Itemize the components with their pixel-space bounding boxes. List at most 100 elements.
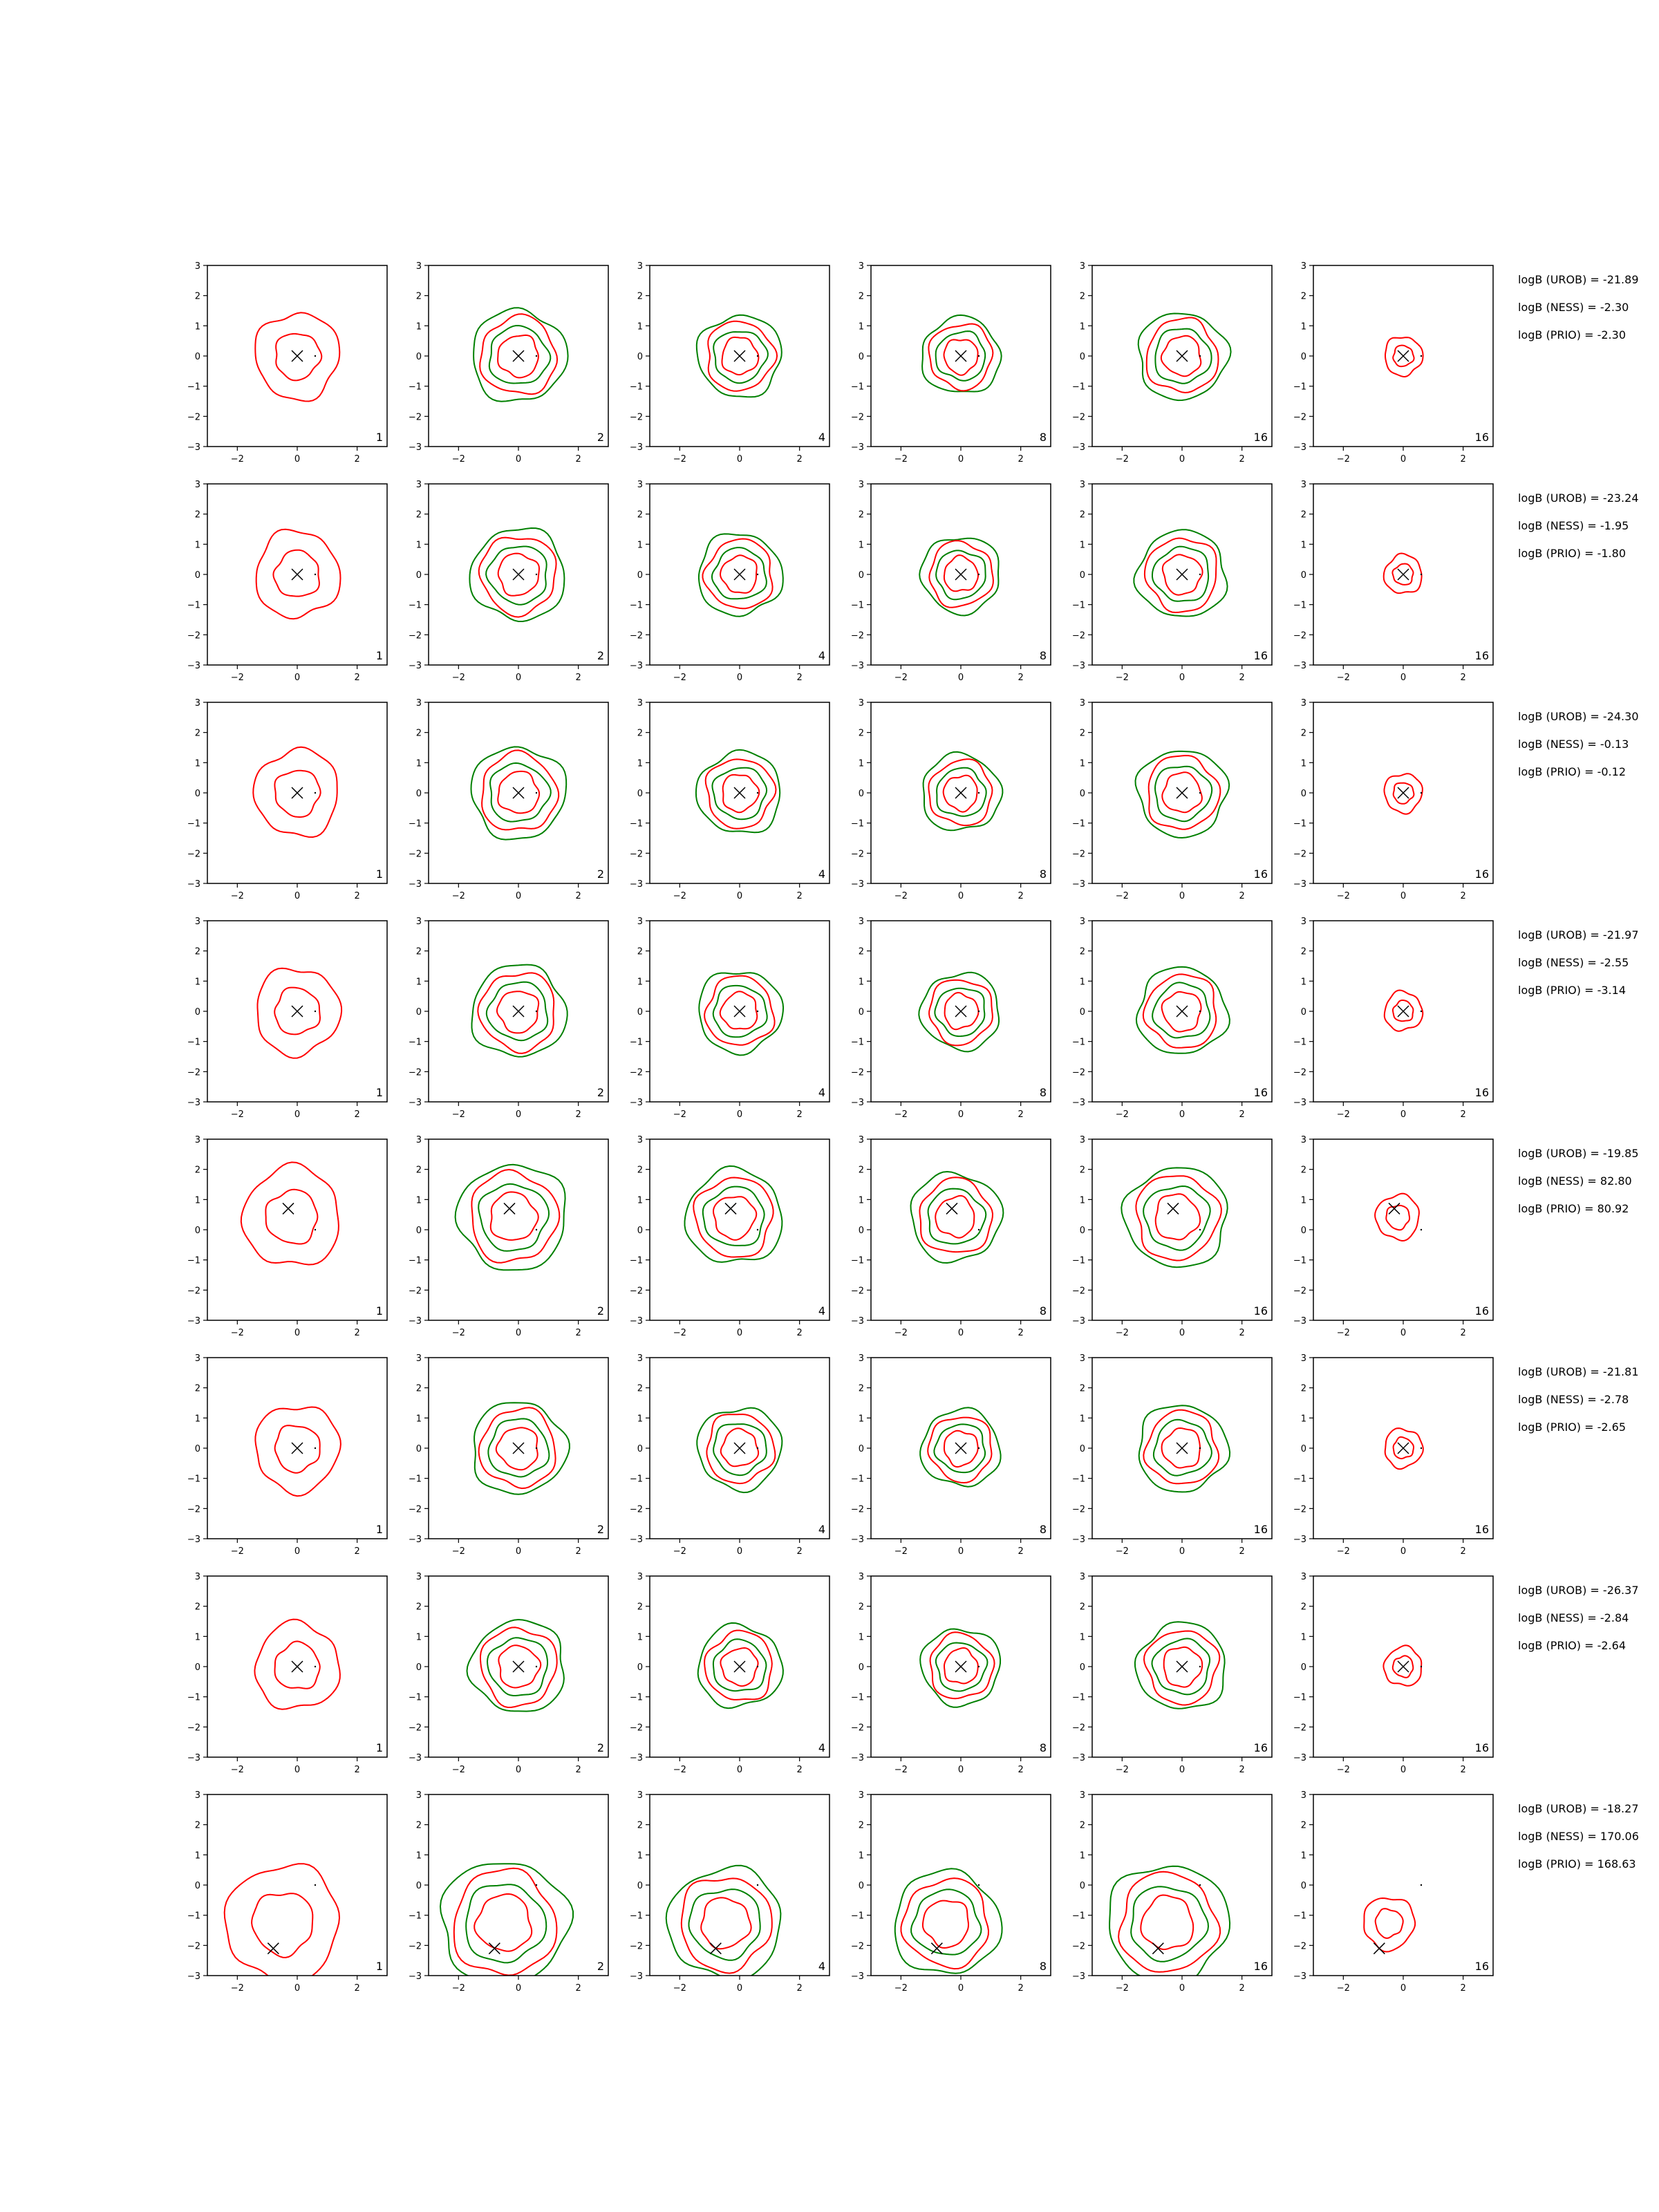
green-contour (697, 1622, 784, 1709)
y-tick-label: −2 (1072, 1723, 1085, 1733)
red-contour (720, 1427, 760, 1468)
x-tick-label: 2 (1239, 891, 1245, 901)
red-contour (275, 332, 323, 382)
y-tick-label: −3 (1072, 1535, 1085, 1545)
subplot-r8-c5: −2 0 2 −3 −2 −1 0 1 2 3 16 (1072, 1790, 1273, 1994)
y-tick-label: −1 (851, 1038, 864, 1048)
y-tick-label: 2 (1301, 292, 1306, 302)
x-tick-label: 0 (294, 454, 300, 465)
x-tick-label: 0 (1400, 1765, 1406, 1775)
y-tick-label: −1 (1293, 601, 1306, 611)
y-tick-label: 2 (195, 1165, 200, 1176)
y-tick-label: −2 (409, 1286, 422, 1296)
y-tick-label: −3 (409, 879, 422, 890)
cross-marker (955, 568, 967, 581)
center-dot (977, 573, 980, 576)
green-contour (933, 1423, 986, 1474)
green-contour (1152, 1418, 1212, 1477)
y-tick-label: 0 (1301, 1226, 1306, 1236)
cross-marker (1176, 787, 1188, 799)
cross-marker (1176, 1660, 1188, 1673)
red-contour (254, 312, 341, 402)
logb-annotation: logB (UROB) = -21.97 (1518, 928, 1639, 941)
y-tick-label: −1 (630, 1256, 643, 1266)
center-dot (1420, 1228, 1423, 1231)
cross-marker (709, 1942, 722, 1955)
x-tick-label: −2 (1116, 1765, 1129, 1775)
green-contour (697, 533, 784, 617)
green-contour (665, 1864, 782, 1976)
subplot-r2-c5: −2 0 2 −3 −2 −1 0 1 2 3 16 (1072, 480, 1273, 683)
y-tick-label: 1 (416, 758, 422, 769)
y-tick-label: 1 (416, 1195, 422, 1206)
green-contour (935, 330, 986, 382)
y-tick-label: 3 (195, 1135, 200, 1145)
subplot-label: 1 (376, 649, 383, 662)
green-contour (474, 1402, 570, 1495)
y-tick-label: 0 (1301, 789, 1306, 799)
subplot-label: 16 (1475, 1960, 1489, 1973)
subplot-r2-c1: −2 0 2 −3 −2 −1 0 1 2 3 1 (187, 480, 388, 683)
y-tick-label: 1 (637, 321, 643, 332)
red-contour (254, 1406, 341, 1497)
green-contour (1135, 966, 1230, 1054)
y-tick-label: 1 (195, 1195, 200, 1206)
red-contour (1118, 1871, 1221, 1973)
cross-marker (733, 1660, 746, 1673)
green-contour (486, 1637, 548, 1696)
y-tick-label: 3 (1301, 1135, 1306, 1145)
x-tick-label: 0 (1179, 1546, 1185, 1557)
y-tick-label: −3 (1072, 879, 1085, 890)
y-tick-label: −3 (851, 1098, 864, 1108)
green-contour (466, 1618, 565, 1712)
cross-marker (1397, 1442, 1409, 1454)
cross-marker (733, 1442, 746, 1454)
y-tick-label: 0 (416, 1662, 422, 1673)
green-contour (473, 307, 569, 402)
x-tick-label: 0 (737, 1109, 742, 1120)
center-dot (535, 573, 538, 576)
green-contour (919, 537, 1000, 617)
center-dot (1199, 791, 1201, 794)
center-dot (1199, 1447, 1201, 1450)
x-tick-label: −2 (452, 1765, 465, 1775)
y-tick-label: 2 (1301, 947, 1306, 957)
x-tick-label: −2 (673, 891, 686, 901)
red-contour (1385, 1204, 1411, 1231)
red-contour (497, 552, 541, 597)
cross-marker (733, 1005, 746, 1018)
y-tick-label: −1 (409, 1038, 422, 1048)
y-tick-label: 0 (859, 570, 864, 581)
green-contour (713, 1423, 767, 1477)
y-tick-label: −3 (409, 661, 422, 671)
x-tick-label: 2 (1461, 454, 1466, 465)
axes-frame (649, 1138, 830, 1321)
red-contour (1160, 335, 1202, 377)
green-contour (910, 1888, 982, 1956)
y-tick-label: −3 (630, 1316, 643, 1327)
red-contour (944, 1647, 979, 1685)
center-dot (756, 1228, 759, 1231)
red-contour (943, 339, 979, 376)
y-tick-label: 3 (1080, 1572, 1085, 1582)
subplot-r3-c6: −2 0 2 −3 −2 −1 0 1 2 3 16 (1293, 698, 1494, 901)
x-tick-label: −2 (1337, 1546, 1350, 1557)
y-tick-label: −2 (409, 849, 422, 859)
x-tick-label: 2 (797, 891, 803, 901)
subplot-r8-c2: −2 0 2 −3 −2 −1 0 1 2 3 2 (409, 1790, 609, 1994)
cross-marker (930, 1942, 943, 1955)
green-contour (922, 751, 1004, 832)
subplot-label: 16 (1475, 868, 1489, 881)
y-tick-label: −1 (1293, 819, 1306, 830)
y-tick-label: −1 (1072, 382, 1085, 393)
green-contour (469, 527, 565, 622)
y-tick-label: 3 (195, 261, 200, 272)
subplot-r4-c1: −2 0 2 −3 −2 −1 0 1 2 3 1 (187, 917, 388, 1120)
x-tick-label: −2 (894, 1109, 908, 1120)
y-tick-label: 1 (1301, 1632, 1306, 1642)
cross-marker (1152, 1942, 1164, 1955)
y-tick-label: −2 (630, 1941, 643, 1951)
y-tick-label: 3 (637, 261, 643, 272)
y-tick-label: 0 (637, 352, 643, 362)
center-dot (314, 1447, 317, 1450)
